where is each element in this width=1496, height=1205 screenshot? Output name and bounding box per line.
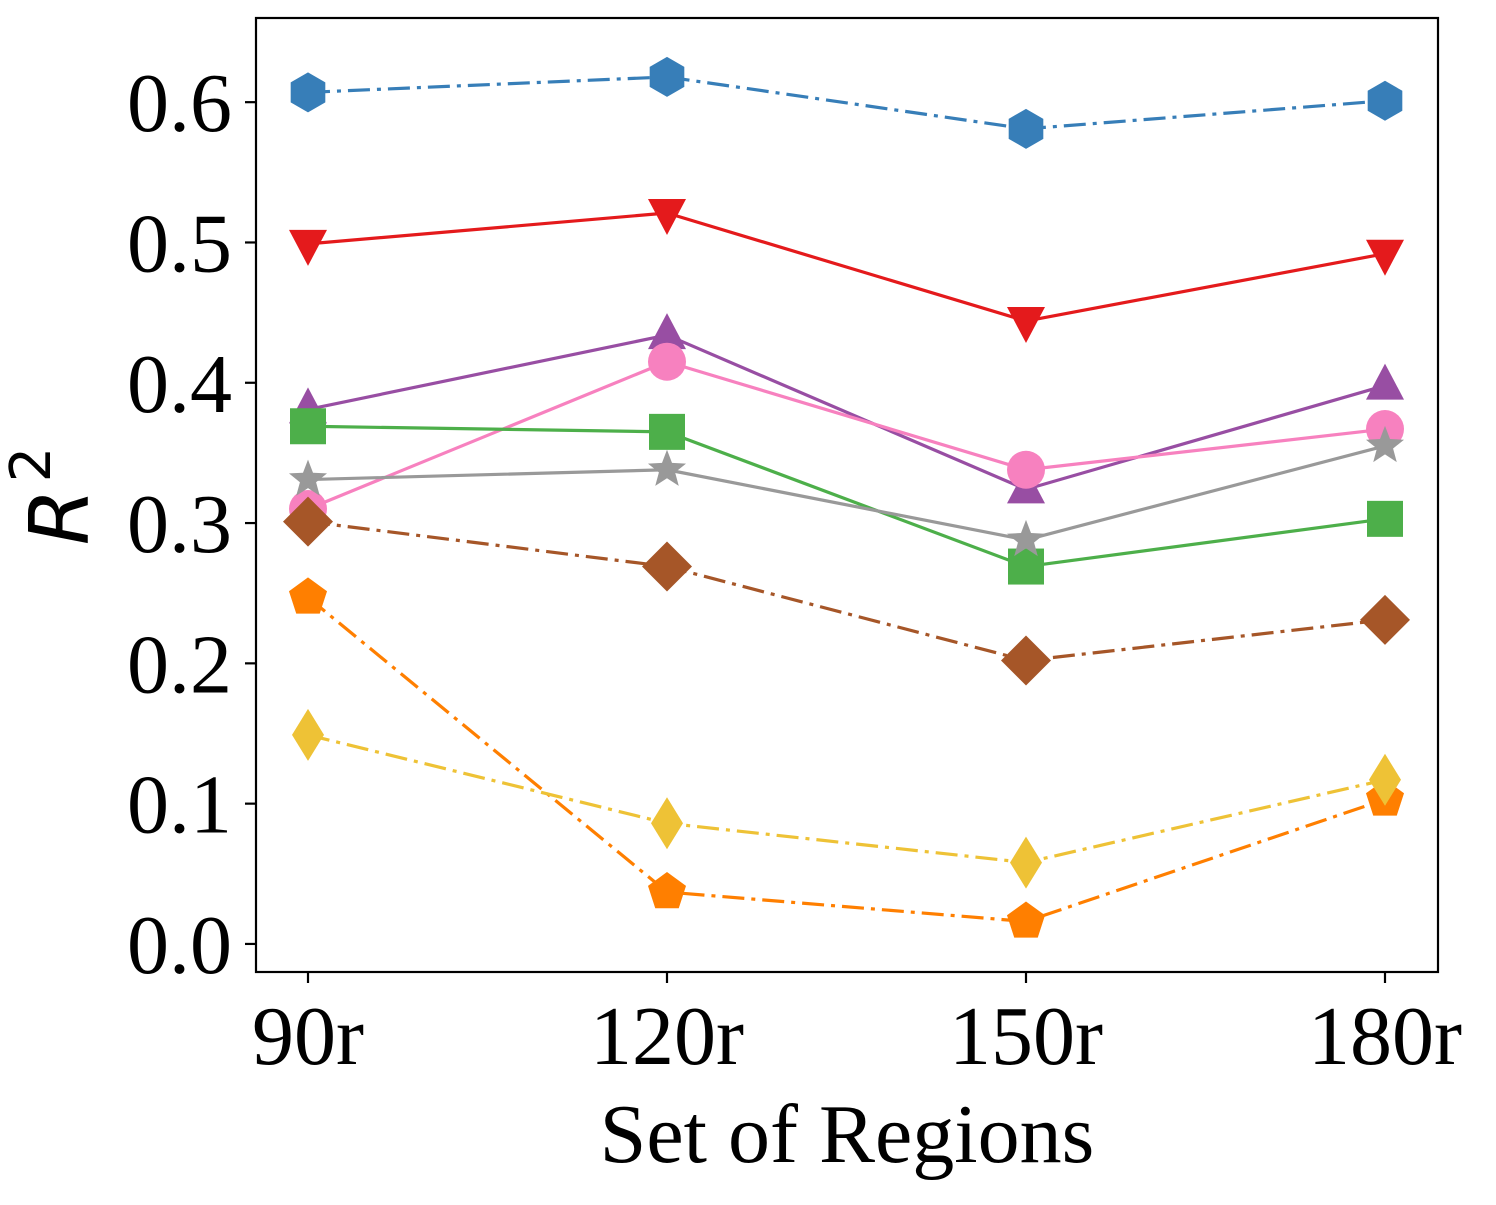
data-point bbox=[1369, 753, 1401, 806]
series-line bbox=[306, 596, 1386, 924]
data-point bbox=[1007, 307, 1045, 344]
ticks-layer: 0.0 0.1 0.2 0.3 0.4 0.5 0.6 90r 120r 150r 180r bbox=[127, 57, 1462, 1083]
data-point bbox=[649, 413, 685, 450]
y-tick-label: 0.5 bbox=[127, 197, 232, 290]
series-diamond bbox=[283, 496, 1410, 686]
series-layer bbox=[283, 56, 1410, 938]
data-point bbox=[292, 708, 324, 761]
series-hexagon bbox=[290, 56, 1403, 149]
y-tick-label: 0.3 bbox=[127, 478, 232, 571]
series-thin-diamond bbox=[292, 708, 1401, 889]
svg-text:R2: R2 bbox=[0, 447, 108, 546]
data-point bbox=[1360, 594, 1410, 645]
plot-frame bbox=[254, 16, 1440, 974]
series-line bbox=[307, 211, 1386, 323]
data-point bbox=[1367, 500, 1403, 537]
x-tick-label: 120r bbox=[590, 990, 744, 1083]
data-point bbox=[1001, 635, 1051, 686]
series-circle bbox=[289, 342, 1404, 529]
data-point bbox=[283, 496, 333, 547]
y-axis-title-superscript: 2 bbox=[0, 447, 64, 483]
data-point bbox=[290, 72, 326, 113]
y-tick-label: 0.1 bbox=[127, 759, 232, 852]
x-tick-label: 150r bbox=[949, 990, 1103, 1083]
data-point bbox=[648, 313, 686, 350]
data-point bbox=[651, 797, 683, 850]
data-point bbox=[1367, 80, 1403, 121]
data-point bbox=[648, 199, 686, 236]
data-point bbox=[290, 408, 326, 445]
series-triangle-down bbox=[289, 199, 1404, 344]
data-point bbox=[647, 449, 687, 486]
data-point bbox=[647, 872, 687, 909]
data-point bbox=[288, 459, 328, 496]
series-line bbox=[307, 333, 1386, 491]
series-line bbox=[307, 75, 1386, 131]
data-point bbox=[289, 229, 327, 266]
y-tick-label: 0.4 bbox=[127, 338, 232, 431]
y-axis-title-main: R bbox=[13, 488, 108, 545]
data-point bbox=[642, 541, 692, 592]
data-point bbox=[648, 342, 686, 381]
data-point bbox=[1366, 363, 1404, 400]
data-point bbox=[1010, 836, 1042, 889]
data-point bbox=[1006, 901, 1046, 938]
data-point bbox=[1008, 108, 1044, 149]
series-star bbox=[288, 425, 1405, 557]
data-point bbox=[1366, 239, 1404, 276]
x-tick-label: 90r bbox=[252, 990, 364, 1083]
series-line bbox=[307, 424, 1386, 569]
x-tick-label: 180r bbox=[1308, 990, 1462, 1083]
x-axis-title: Set of Regions bbox=[600, 1088, 1095, 1181]
y-tick-label: 0.0 bbox=[127, 899, 232, 992]
y-axis-title: R2 bbox=[0, 447, 108, 546]
series-square bbox=[290, 408, 1403, 585]
data-point bbox=[288, 577, 328, 614]
data-point bbox=[1008, 548, 1044, 585]
data-point bbox=[1365, 425, 1405, 463]
y-tick-label: 0.2 bbox=[127, 618, 232, 711]
series-line bbox=[307, 520, 1386, 663]
y-tick-label: 0.6 bbox=[127, 57, 232, 150]
series-line bbox=[307, 360, 1386, 511]
data-point bbox=[649, 56, 685, 97]
data-point bbox=[1006, 519, 1046, 557]
series-line bbox=[307, 733, 1386, 865]
data-point bbox=[1007, 450, 1045, 489]
series-line bbox=[307, 444, 1386, 542]
